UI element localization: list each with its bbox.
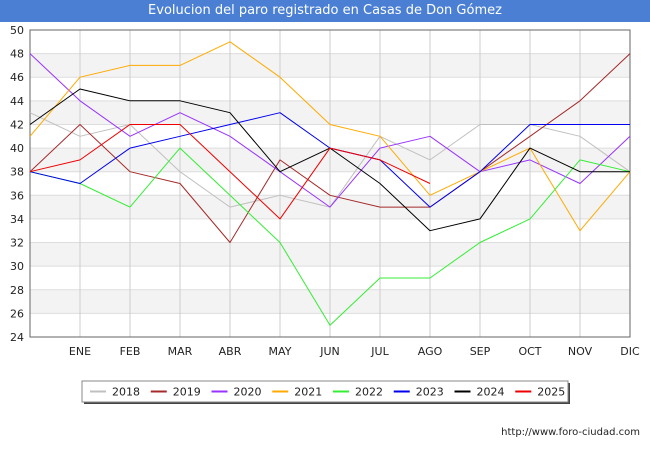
- x-tick-label: FEB: [120, 345, 141, 358]
- x-tick-label: OCT: [518, 345, 541, 358]
- x-tick-label: ENE: [69, 345, 91, 358]
- y-tick-label: 28: [10, 284, 24, 297]
- x-tick-label: SEP: [470, 345, 491, 358]
- series-line-2019: [29, 53, 631, 243]
- plot-border: [29, 29, 631, 338]
- x-tick-label: MAY: [269, 345, 292, 358]
- legend-label-2020: 2020: [234, 386, 262, 399]
- x-tick-label: AGO: [418, 345, 443, 358]
- y-tick-label: 44: [10, 95, 24, 108]
- x-tick-label: JUN: [319, 345, 340, 358]
- legend-box: [81, 380, 569, 403]
- legend-label-2025: 2025: [537, 386, 565, 399]
- y-tick-label: 26: [10, 307, 24, 320]
- y-tick-label: 46: [10, 71, 24, 84]
- x-tick-label: MAR: [168, 345, 193, 358]
- y-tick-label: 34: [10, 213, 24, 226]
- series-line-2022: [29, 147, 631, 326]
- y-tick-label: 50: [10, 24, 24, 37]
- x-tick-label: DIC: [620, 345, 640, 358]
- y-tick-label: 48: [10, 48, 24, 61]
- legend-label-2022: 2022: [355, 386, 383, 399]
- y-tick-label: 32: [10, 237, 24, 250]
- legend-label-2021: 2021: [294, 386, 322, 399]
- legend: 2018 2019 2020 2021 2022 2023 2024 2025: [81, 380, 570, 404]
- y-tick-label: 36: [10, 189, 24, 202]
- y-tick-label: 40: [10, 142, 24, 155]
- x-axis-ticks: ENE FEB MAR ABR MAY JUN JUL AGO SEP OCT NOV DIC: [69, 345, 640, 358]
- y-tick-label: 24: [10, 331, 24, 344]
- y-tick-label: 38: [10, 166, 24, 179]
- series-lines: [29, 41, 631, 326]
- y-tick-label: 30: [10, 260, 24, 273]
- chart-title: Evolucion del paro registrado en Casas d…: [0, 0, 650, 22]
- legend-label-2023: 2023: [416, 386, 444, 399]
- y-tick-label: 42: [10, 118, 24, 131]
- x-tick-label: JUL: [370, 345, 389, 358]
- legend-label-2024: 2024: [477, 386, 505, 399]
- x-tick-label: ABR: [219, 345, 242, 358]
- source-url: http://www.foro-ciudad.com: [501, 427, 640, 438]
- x-tick-label: NOV: [568, 345, 593, 358]
- y-axis-ticks: 24 26 28 30 32 34 36 38 40 42 44 46 48 50: [10, 24, 24, 344]
- series-line-2020: [29, 53, 631, 208]
- series-line-2025: [29, 124, 431, 220]
- legend-label-2018: 2018: [112, 386, 140, 399]
- legend-label-2019: 2019: [173, 386, 201, 399]
